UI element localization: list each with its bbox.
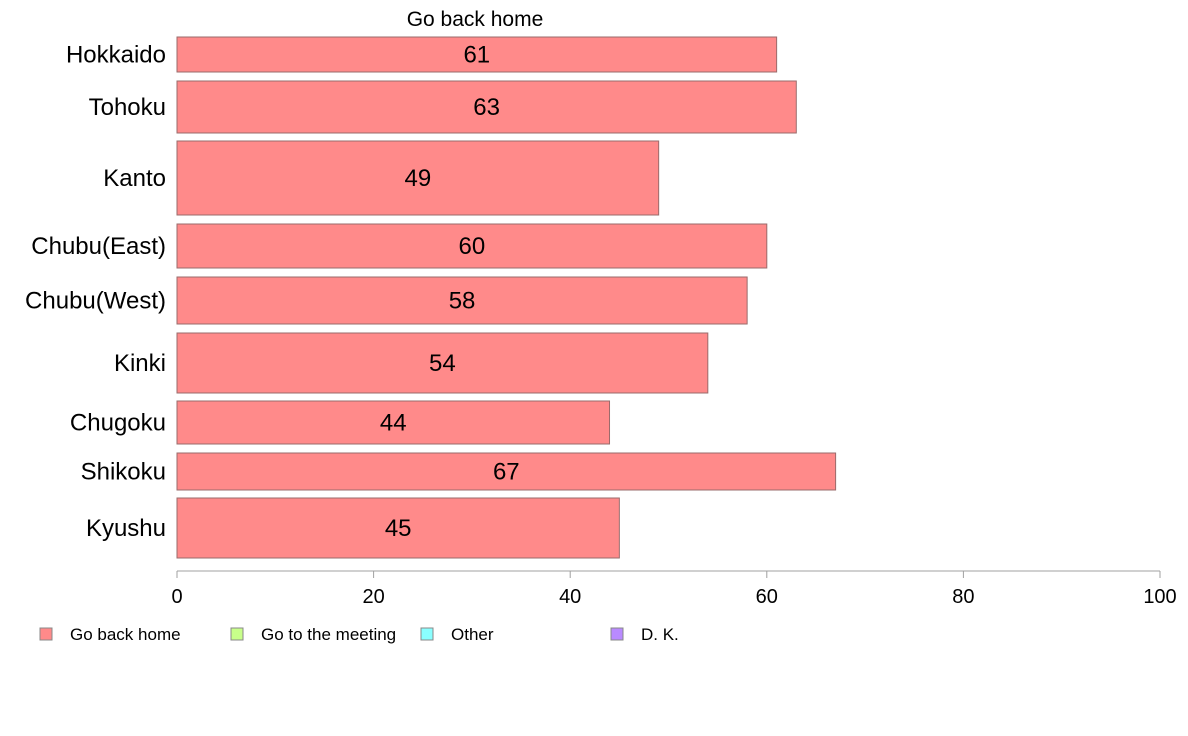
bar-chubu-east- <box>176 223 768 269</box>
chart-title: Go back home <box>407 8 544 31</box>
data-label: 45 <box>385 515 412 542</box>
x-tick-label: 100 <box>1143 586 1176 608</box>
legend-label: Go to the meeting <box>261 625 396 644</box>
legend-label: Go back home <box>70 625 181 644</box>
x-tick-label: 0 <box>171 586 182 608</box>
legend-swatch <box>610 627 624 641</box>
category-label: Chugoku <box>70 410 166 437</box>
category-label: Chubu(West) <box>25 288 166 315</box>
category-labels: Hokkaido Tohoku Kanto Chubu(East) Chubu(West… <box>25 42 166 543</box>
data-label: 61 <box>463 42 490 69</box>
x-tick-label: 80 <box>952 586 974 608</box>
legend: Go back home Go to the meeting Other D. K. <box>39 625 679 644</box>
bar-kyushu <box>176 497 620 559</box>
bar-kinki <box>176 332 709 394</box>
x-tick-label: 60 <box>756 586 778 608</box>
category-label: Shikoku <box>81 459 166 486</box>
legend-swatch <box>420 627 434 641</box>
category-label: Kinki <box>114 350 166 377</box>
x-tick-label: 40 <box>559 586 581 608</box>
category-label: Kyushu <box>86 515 166 542</box>
bar-tohoku <box>176 80 797 134</box>
x-axis: 0 20 40 60 80 100 <box>171 570 1177 608</box>
bars-layer <box>176 36 837 559</box>
data-label: 54 <box>429 350 456 377</box>
category-label: Tohoku <box>89 94 166 121</box>
legend-swatch <box>230 627 244 641</box>
bar-chubu-west- <box>176 276 748 325</box>
bar-shikoku <box>176 452 837 491</box>
category-label: Chubu(East) <box>31 233 166 260</box>
data-label: 58 <box>449 288 476 315</box>
category-label: Hokkaido <box>66 42 166 69</box>
x-tick-label: 20 <box>362 586 384 608</box>
bar-chugoku <box>176 400 611 445</box>
legend-label: Other <box>451 625 494 644</box>
data-label: 44 <box>380 410 407 437</box>
data-labels: 61 63 49 60 58 54 44 67 45 <box>380 42 520 543</box>
data-label: 60 <box>459 233 486 260</box>
bar-hokkaido <box>176 36 778 73</box>
data-label: 49 <box>404 165 431 192</box>
bar-kanto <box>176 140 660 216</box>
legend-swatch <box>39 627 53 641</box>
data-label: 67 <box>493 459 520 486</box>
legend-label: D. K. <box>641 625 679 644</box>
category-label: Kanto <box>103 165 166 192</box>
data-label: 63 <box>473 94 500 121</box>
